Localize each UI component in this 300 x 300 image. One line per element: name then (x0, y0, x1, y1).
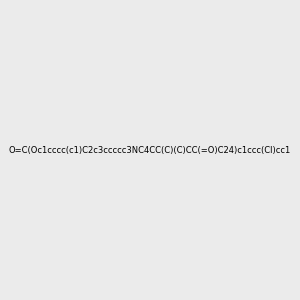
Text: O=C(Oc1cccc(c1)C2c3ccccc3NC4CC(C)(C)CC(=O)C24)c1ccc(Cl)cc1: O=C(Oc1cccc(c1)C2c3ccccc3NC4CC(C)(C)CC(=… (9, 146, 291, 154)
